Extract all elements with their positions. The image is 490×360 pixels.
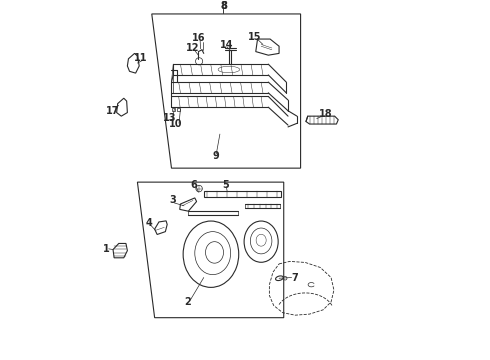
Text: 10: 10 — [170, 119, 183, 129]
Text: 11: 11 — [134, 53, 147, 63]
Text: 8: 8 — [220, 1, 227, 11]
Text: 17: 17 — [105, 106, 119, 116]
Text: 15: 15 — [248, 32, 262, 41]
Text: 9: 9 — [213, 151, 220, 161]
Text: 18: 18 — [318, 109, 332, 119]
Text: 8: 8 — [220, 1, 227, 11]
Text: 7: 7 — [292, 273, 298, 283]
Text: 16: 16 — [192, 33, 205, 43]
Text: 6: 6 — [191, 180, 197, 190]
Text: 13: 13 — [163, 113, 176, 123]
Text: 3: 3 — [169, 195, 176, 206]
Text: 4: 4 — [146, 218, 152, 228]
Text: 2: 2 — [184, 297, 191, 307]
Text: 14: 14 — [220, 40, 233, 50]
Text: 12: 12 — [186, 43, 199, 53]
Text: 1: 1 — [103, 244, 110, 254]
Text: 5: 5 — [222, 180, 229, 190]
